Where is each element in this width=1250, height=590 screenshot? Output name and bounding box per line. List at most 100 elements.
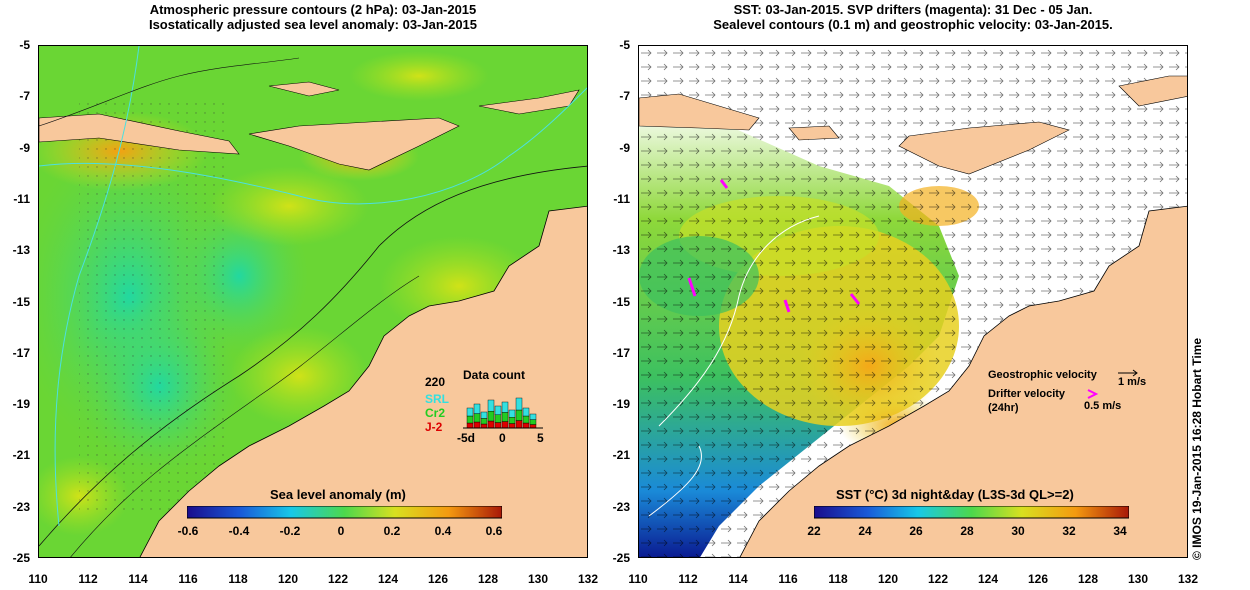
- inset-bar-segment: [508, 423, 516, 429]
- inset-bar-segment: [522, 422, 530, 429]
- sla-ticks-tick: -0.6: [177, 524, 199, 538]
- x-right-tick: 124: [977, 572, 999, 586]
- y-left-tick: -5: [19, 38, 30, 52]
- x-right-tick: 130: [1127, 572, 1149, 586]
- inset-bar-segment: [508, 409, 516, 418]
- imos-credit: © IMOS 19-Jan-2015 16:28 Hobart Time: [1190, 337, 1204, 560]
- y-right-tick: -25: [612, 551, 630, 565]
- left-title-line1: Atmospheric pressure contours (2 hPa): 0…: [149, 2, 477, 17]
- y-left-tick: -9: [19, 140, 30, 155]
- inset-title: Data count: [463, 368, 526, 382]
- inset-bar-segment: [529, 419, 537, 425]
- x-right-tick: 128: [1077, 572, 1099, 586]
- y-right-tick: -7: [619, 89, 630, 104]
- x-right-tick: 120: [877, 572, 899, 586]
- drifter-velocity-sublabel: (24hr): [988, 402, 1019, 414]
- inset-bar-segment: [494, 422, 502, 429]
- x-right-tick: 132: [1177, 572, 1199, 586]
- y-left-tick: -15: [12, 294, 30, 309]
- x-left-tick: 130: [527, 572, 549, 586]
- sst-ticks-tick: 30: [1011, 524, 1025, 538]
- y-right-tick: -5: [619, 38, 630, 52]
- y-right-tick: -11: [613, 191, 630, 206]
- x-left-tick: 120: [277, 572, 299, 586]
- geostrophic-scale-label: 1 m/s: [1118, 376, 1147, 388]
- y-left-tick: -19: [12, 397, 30, 412]
- sea-level-anomaly-map: [38, 45, 588, 558]
- sst-ticks-tick: 32: [1062, 524, 1076, 538]
- inset-series-j2: J-2: [425, 420, 443, 434]
- inset-bar-chart: [463, 397, 543, 429]
- inset-bar-segment: [466, 422, 474, 429]
- inset-bar-segment: [515, 397, 523, 411]
- inset-bar-segment: [508, 417, 516, 424]
- x-right-tick: 122: [927, 572, 949, 586]
- drifter-velocity-label: Drifter velocity: [988, 388, 1066, 400]
- x-left-tick: 122: [327, 572, 349, 586]
- drifter-scale-label: 0.5 m/s: [1084, 400, 1122, 412]
- geostrophic-arrow-icon: [1118, 369, 1138, 377]
- left-title-line2: Isostatically adjusted sea level anomaly…: [148, 17, 478, 32]
- y-left-tick: -25: [12, 551, 30, 565]
- inset-bar-segment: [494, 414, 502, 423]
- sla-ticks-tick: -0.4: [228, 524, 250, 538]
- y-right-tick: -17: [612, 345, 630, 360]
- y-left-tick: -17: [12, 345, 30, 360]
- y-right-tick: -21: [612, 448, 630, 463]
- inset-bar-segment: [522, 415, 530, 424]
- sst-ticks-tick: 26: [909, 524, 923, 538]
- inset-bar-segment: [515, 409, 523, 421]
- right-title-line1: SST: 03-Jan-2015. SVP drifters (magenta)…: [733, 2, 1093, 17]
- inset-bar-segment: [487, 411, 495, 422]
- sst-velocity-map: [638, 45, 1188, 558]
- y-right-tick: -15: [612, 294, 630, 309]
- inset-series-cr2: Cr2: [425, 406, 446, 420]
- inset-x-label-zero: 0: [499, 431, 506, 445]
- inset-bar-segment: [480, 423, 488, 429]
- inset-bar-segment: [501, 401, 509, 413]
- sst-ticks-tick: 22: [807, 524, 821, 538]
- x-right-tick: 126: [1027, 572, 1049, 586]
- inset-bar-segment: [501, 421, 509, 429]
- x-right-tick: 110: [628, 572, 648, 586]
- y-right-tick: -19: [612, 397, 630, 412]
- sla-ticks-tick: 0.6: [485, 524, 503, 538]
- drifter-arrow-icon: [1087, 389, 1099, 399]
- sla-colorbar: [187, 506, 502, 519]
- inset-bar-segment: [501, 412, 509, 422]
- inset-bar-segment: [473, 413, 481, 423]
- inset-bar-segment: [515, 420, 523, 429]
- sla-ticks-tick: 0.4: [434, 524, 452, 538]
- sla-ticks-tick: -0.2: [279, 524, 301, 538]
- geostrophic-velocity-label: Geostrophic velocity: [988, 369, 1097, 381]
- inset-bar-segment: [529, 424, 537, 429]
- inset-bar-segment: [522, 407, 530, 417]
- inset-bar-segment: [487, 399, 495, 412]
- inset-bar-segment: [480, 418, 488, 425]
- x-left-tick: 126: [427, 572, 449, 586]
- inset-max-label: 220: [425, 375, 446, 389]
- x-right-tick: 114: [728, 572, 748, 586]
- inset-x-label-start: -5d: [457, 431, 475, 445]
- sst-colorbar-title: SST (°C) 3d night&day (L3S-3d QL>=2): [836, 487, 1074, 502]
- y-left-tick: -7: [19, 89, 30, 104]
- y-right-tick: -13: [612, 243, 630, 258]
- inset-bar-segment: [494, 405, 502, 416]
- x-right-tick: 116: [778, 572, 798, 586]
- inset-series-srl: SRL: [425, 392, 449, 406]
- sla-ticks-tick: 0: [337, 524, 345, 538]
- y-left-tick: -13: [12, 243, 30, 258]
- inset-bar-segment: [466, 415, 474, 424]
- y-right-tick: -23: [612, 499, 630, 514]
- y-left-tick: -23: [12, 499, 30, 514]
- inset-bar-segment: [473, 421, 481, 429]
- x-left-tick: 132: [577, 572, 599, 586]
- data-count-inset: 220 Data count SRL Cr2 J-2 -5d 0 5: [425, 368, 545, 448]
- inset-bar-segment: [473, 403, 481, 414]
- inset-bar-segment: [480, 411, 488, 419]
- inset-bar-segment: [466, 407, 474, 417]
- x-left-tick: 118: [228, 572, 248, 586]
- sst-colorbar: [814, 506, 1129, 519]
- x-right-tick: 118: [828, 572, 848, 586]
- x-left-tick: 112: [78, 572, 98, 586]
